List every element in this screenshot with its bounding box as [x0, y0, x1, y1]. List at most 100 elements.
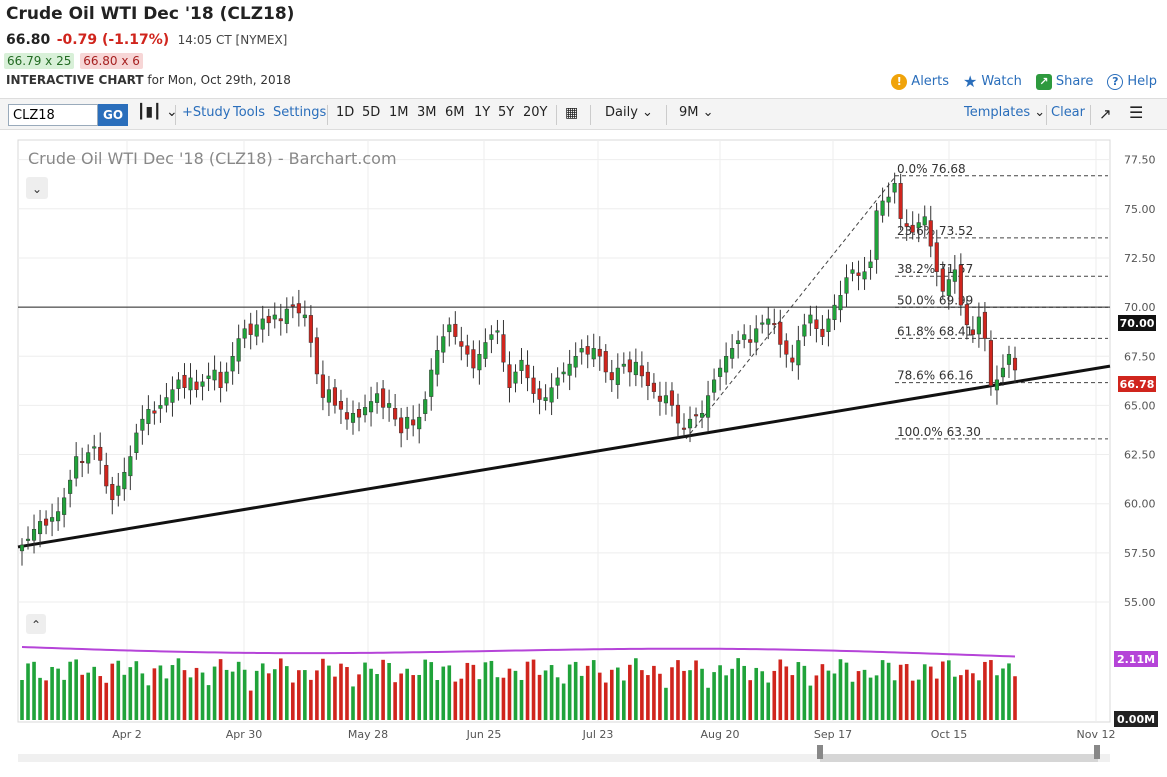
candle-body: [116, 485, 121, 496]
volume-bar: [50, 666, 54, 720]
volume-bar: [579, 675, 584, 720]
trendline[interactable]: [17, 364, 1111, 549]
volume-bar: [357, 674, 361, 720]
volume-bar: [399, 673, 403, 720]
volume-bar: [700, 668, 704, 720]
candle-body: [537, 388, 542, 400]
candle-body: [663, 395, 669, 404]
candle-body: [525, 364, 530, 379]
volume-bar: [417, 674, 422, 720]
volume-bar: [838, 659, 843, 720]
expand-icon[interactable]: ↗: [1099, 105, 1112, 123]
volume-bar: [658, 673, 662, 720]
candle-body: [754, 328, 759, 343]
divider: [327, 105, 328, 125]
candle-body: [477, 354, 482, 371]
watch-link[interactable]: ★ Watch: [963, 72, 1022, 91]
candlestick-icon[interactable]: ┃▮┃ ⌄: [137, 104, 178, 120]
volume-bar: [158, 665, 163, 720]
candle-body: [423, 399, 428, 414]
candle-body: [820, 328, 825, 337]
candle-body: [296, 303, 301, 314]
volume-bar: [405, 668, 409, 720]
candle-body: [44, 518, 49, 526]
volume-bar: [977, 680, 981, 720]
candle-body: [958, 264, 963, 306]
candle-body: [874, 210, 879, 260]
star-icon: ★: [963, 72, 978, 91]
volume-bar: [375, 674, 379, 720]
volume-bar: [983, 661, 987, 720]
volume-bar: [140, 673, 145, 720]
volume-bar: [640, 670, 644, 720]
menu-icon[interactable]: ☰: [1129, 103, 1144, 122]
candle-body: [104, 464, 109, 487]
period-1y[interactable]: 1Y: [474, 105, 491, 120]
candle-body: [519, 359, 524, 371]
volume-bar: [742, 665, 746, 720]
scrollbar-thumb[interactable]: [820, 754, 1098, 762]
volume-bar: [597, 672, 602, 720]
help-icon: ?: [1107, 73, 1124, 90]
candle-body: [152, 410, 157, 414]
clear-button[interactable]: Clear: [1051, 105, 1085, 120]
volume-bar: [423, 659, 428, 720]
templates-select[interactable]: Templates ⌄: [964, 105, 1046, 120]
volume-bar: [291, 682, 295, 720]
candle-body: [92, 446, 97, 449]
go-button[interactable]: GO: [98, 104, 128, 126]
period-1d[interactable]: 1D: [336, 105, 355, 120]
candle-body: [308, 315, 313, 343]
period-1m[interactable]: 1M: [389, 105, 409, 120]
volume-bar: [989, 660, 993, 720]
volume-bar: [766, 682, 771, 720]
settings-button[interactable]: Settings: [273, 105, 327, 120]
calendar-icon[interactable]: ▦: [565, 105, 579, 121]
candle-body: [417, 416, 422, 430]
volume-bar: [814, 675, 819, 720]
volume-bar: [724, 675, 728, 720]
volume-bar: [959, 675, 963, 720]
volume-bar: [122, 674, 127, 720]
period-3m[interactable]: 3M: [417, 105, 437, 120]
alerts-link[interactable]: ! Alerts: [891, 72, 949, 91]
collapse-button[interactable]: ⌄: [26, 177, 48, 199]
study-button[interactable]: +Study: [182, 105, 231, 120]
help-link[interactable]: ? Help: [1107, 72, 1157, 91]
candle-body: [56, 511, 61, 522]
interval-select[interactable]: Daily ⌄: [605, 105, 653, 120]
expand-volume-button[interactable]: ⌃: [26, 614, 46, 634]
candle-body: [585, 346, 590, 355]
candle-body: [362, 407, 368, 416]
share-link[interactable]: ↗ Share: [1035, 72, 1093, 91]
period-20y[interactable]: 20Y: [523, 105, 548, 120]
tools-button[interactable]: Tools: [233, 105, 266, 120]
period-5d[interactable]: 5D: [362, 105, 381, 120]
volume-bar: [555, 677, 560, 720]
volume-bar: [513, 670, 518, 720]
y-tick-label: 70.00: [1124, 301, 1156, 314]
volume-bar: [934, 678, 939, 720]
divider: [175, 105, 176, 125]
candle-body: [332, 387, 338, 406]
volume-bar: [880, 660, 885, 720]
candle-body: [98, 446, 103, 461]
period-6m[interactable]: 6M: [445, 105, 465, 120]
volume-bar: [309, 679, 313, 720]
volume-bar: [718, 665, 722, 720]
candle-body: [507, 364, 512, 388]
scrollbar-track[interactable]: [18, 754, 1110, 762]
volume-bar: [194, 667, 199, 720]
scrollbar-handle-left[interactable]: [817, 745, 823, 759]
scrollbar-handle-right[interactable]: [1094, 745, 1100, 759]
range-select[interactable]: 9M ⌄: [679, 105, 714, 120]
period-5y[interactable]: 5Y: [498, 105, 515, 120]
candle-body: [164, 397, 169, 406]
candle-body: [25, 538, 31, 541]
candle-body: [681, 427, 687, 430]
symbol-input[interactable]: [8, 104, 98, 126]
volume-bar: [862, 669, 867, 720]
volume-bar: [796, 662, 801, 720]
